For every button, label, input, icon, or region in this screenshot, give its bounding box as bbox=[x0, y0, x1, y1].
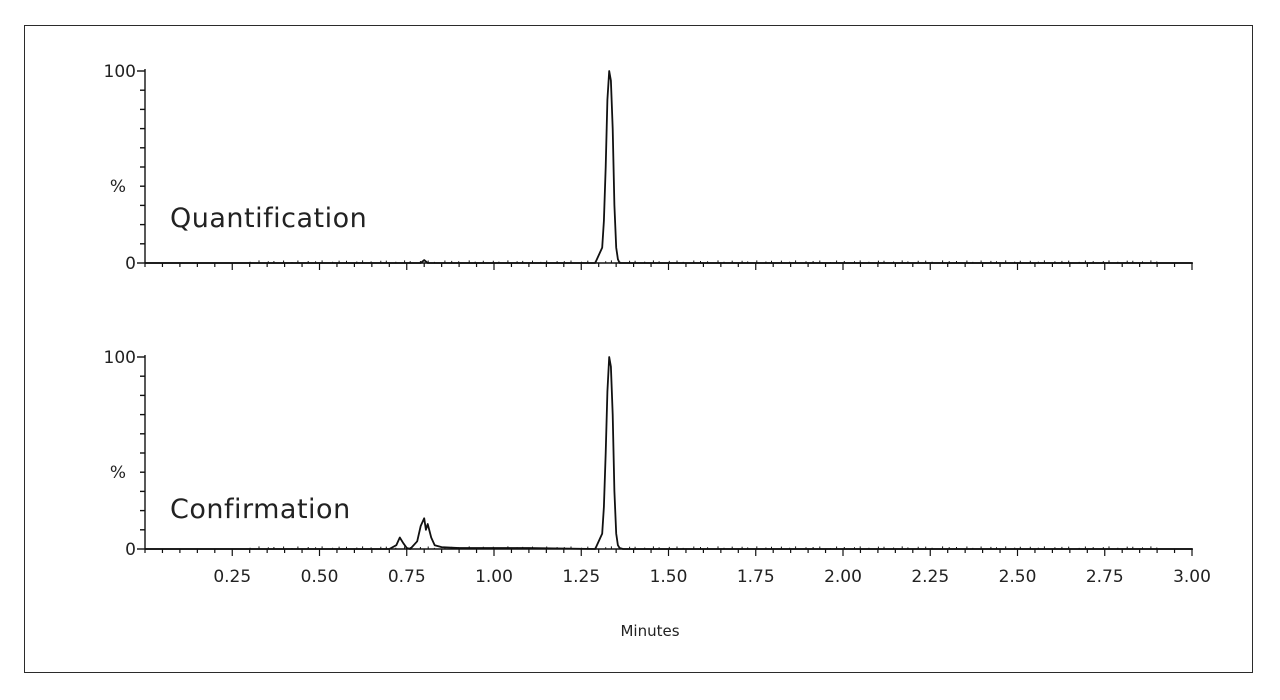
x-tick-label: 0.25 bbox=[213, 567, 251, 587]
y-tick-label: 0 bbox=[125, 254, 136, 274]
x-tick-label: 1.75 bbox=[737, 567, 775, 587]
x-tick-label: 3.00 bbox=[1173, 567, 1211, 587]
series-label: Confirmation bbox=[170, 494, 351, 525]
x-tick-label: 1.00 bbox=[475, 567, 513, 587]
x-tick-label: 2.00 bbox=[824, 567, 862, 587]
x-tick-label: 0.75 bbox=[388, 567, 426, 587]
x-tick-label: 1.25 bbox=[562, 567, 600, 587]
y-axis-label: % bbox=[110, 177, 126, 197]
series-label: Quantification bbox=[170, 203, 367, 234]
y-tick-label: 100 bbox=[104, 348, 136, 368]
y-axis-label: % bbox=[110, 463, 126, 483]
series-line bbox=[145, 356, 1192, 550]
x-tick-label: 1.50 bbox=[650, 567, 688, 587]
x-tick-label: 2.75 bbox=[1086, 567, 1124, 587]
x-tick-label: 0.50 bbox=[301, 567, 339, 587]
y-tick-label: 100 bbox=[104, 62, 136, 82]
y-tick-label: 0 bbox=[125, 540, 136, 560]
series-line bbox=[145, 70, 1192, 264]
x-tick-label: 2.25 bbox=[911, 567, 949, 587]
x-axis-title: Minutes bbox=[620, 622, 679, 640]
x-tick-label: 2.50 bbox=[999, 567, 1037, 587]
chart-frame bbox=[24, 25, 1253, 673]
